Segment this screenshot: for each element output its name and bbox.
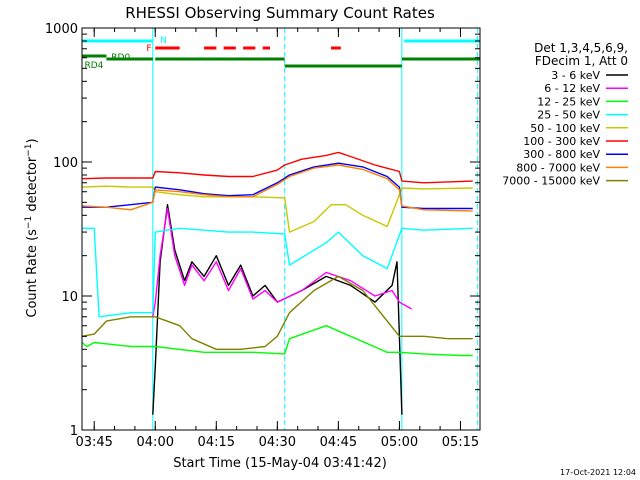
x-tick-label: 05:15	[442, 435, 479, 450]
x-tick-label: 05:00	[381, 435, 418, 450]
legend-label-2: 6 - 12 keV	[544, 82, 600, 95]
series-line-5	[81, 185, 473, 233]
x-tick-label: 04:45	[320, 435, 357, 450]
legend-label-4: 25 - 50 keV	[537, 109, 600, 122]
series-line-1	[152, 203, 403, 415]
chart-title: RHESSI Observing Summary Count Rates	[125, 4, 435, 22]
y-tick-label: 100	[53, 156, 78, 171]
series-line-3	[81, 325, 473, 357]
axis-frame	[81, 27, 481, 431]
x-tick-label: 03:45	[75, 435, 112, 450]
legend-label-8: 800 - 7000 keV	[516, 161, 600, 174]
y-tick-label: 1	[70, 424, 78, 439]
axes: 1 10 100 1000 03:45 04:00 04:15 04:30 04:45 05:00…	[45, 22, 481, 450]
legend-label-1: 3 - 6 keV	[551, 69, 600, 82]
legend: Det 1,3,4,5,6,9, FDecim 1, Att 0 3 - 6 k…	[502, 41, 628, 188]
y-tick-label: 10	[61, 290, 78, 305]
x-tick-label: 04:15	[198, 435, 235, 450]
y-axis-label: Count Rate (s−1 detector−1)	[24, 138, 40, 317]
annotation-rd4: RD4	[84, 61, 103, 71]
legend-header-line-1: Det 1,3,4,5,6,9,	[534, 41, 628, 55]
legend-label-9: 7000 - 15000 keV	[502, 175, 600, 188]
series-line-2	[152, 207, 412, 317]
x-axis-label: Start Time (15-May-04 03:41:42)	[173, 456, 387, 471]
footer-date: 17-Oct-2021 12:04	[560, 468, 636, 477]
legend-label-7: 300 - 800 keV	[523, 148, 600, 161]
series-line-8	[81, 164, 473, 212]
series-line-4	[82, 227, 473, 318]
annotation-f: F	[146, 44, 151, 54]
legend-label-3: 12 - 25 keV	[537, 95, 600, 108]
series-line-9	[81, 275, 473, 350]
legend-header-line-2: FDecim 1, Att 0	[535, 54, 628, 68]
annotation-rd0: RD0	[111, 53, 130, 63]
y-tick-label: 1000	[45, 22, 78, 37]
series-line-6	[81, 151, 473, 184]
annotation-n: N	[160, 36, 167, 46]
legend-label-5: 50 - 100 keV	[530, 122, 600, 135]
plot-area: NF RD0 RD4	[81, 28, 480, 430]
x-tick-label: 04:00	[137, 435, 174, 450]
x-tick-label: 04:30	[259, 435, 296, 450]
legend-label-6: 100 - 300 keV	[523, 135, 600, 148]
